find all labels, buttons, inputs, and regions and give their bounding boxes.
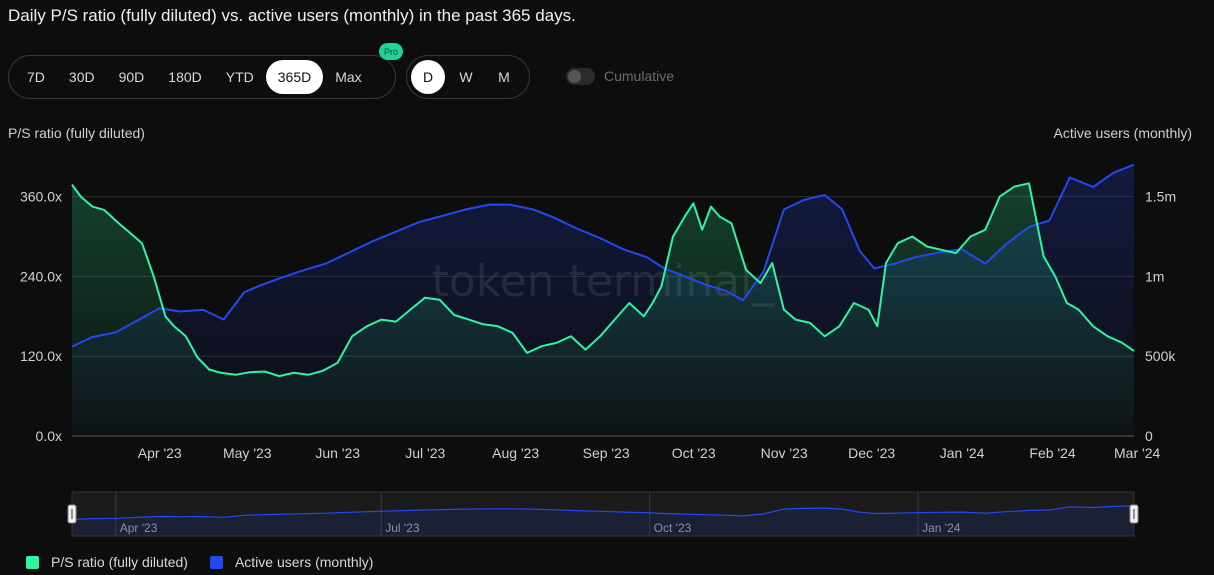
legend-swatch-users — [209, 555, 223, 569]
navigator-tick-label: Oct '23 — [654, 521, 692, 535]
x-tick-label: Feb '24 — [1029, 445, 1075, 461]
navigator-tick-label: Jan '24 — [922, 521, 961, 535]
granularity-button-d[interactable]: D — [411, 60, 445, 94]
range-button-90d[interactable]: 90D — [118, 69, 145, 85]
granularity-button-w[interactable]: W — [459, 69, 473, 85]
legend-label-ps: P/S ratio (fully diluted) — [51, 554, 188, 570]
range-button-ytd[interactable]: YTD — [225, 69, 254, 85]
navigator-series-line — [71, 505, 1135, 520]
legend: P/S ratio (fully diluted) Active users (… — [26, 554, 395, 570]
navigator-tick-label: Apr '23 — [120, 521, 158, 535]
left-tick-label: 240.0x — [20, 268, 62, 284]
legend-item-users[interactable]: Active users (monthly) — [209, 554, 374, 570]
left-tick-label: 0.0x — [36, 428, 62, 444]
x-tick-label: Jul '23 — [405, 445, 445, 461]
x-tick-label: Dec '23 — [848, 445, 895, 461]
x-tick-label: Jan '24 — [940, 445, 985, 461]
left-tick-label: 360.0x — [20, 189, 62, 205]
range-button-7d[interactable]: 7D — [27, 69, 45, 85]
legend-item-ps[interactable]: P/S ratio (fully diluted) — [26, 554, 188, 570]
right-tick-label: 1.5m — [1145, 189, 1176, 205]
navigator[interactable] — [71, 491, 1135, 537]
pro-badge: Pro — [379, 43, 403, 60]
x-tick-label: Mar '24 — [1114, 445, 1160, 461]
legend-label-users: Active users (monthly) — [234, 554, 374, 570]
right-tick-label: 1m — [1145, 268, 1164, 284]
range-button-30d[interactable]: 30D — [68, 69, 95, 85]
granularity-button-m[interactable]: M — [498, 69, 510, 85]
right-axis-title: Active users (monthly) — [1053, 125, 1192, 141]
cumulative-label: Cumulative — [604, 68, 675, 84]
left-tick-label: 120.0x — [20, 348, 62, 364]
x-tick-label: Jun '23 — [315, 445, 360, 461]
x-tick-label: Apr '23 — [138, 445, 182, 461]
x-tick-label: Sep '23 — [583, 445, 630, 461]
cumulative-toggle[interactable] — [566, 68, 595, 85]
page-title: Daily P/S ratio (fully diluted) vs. acti… — [8, 6, 576, 25]
x-tick-label: Oct '23 — [672, 445, 716, 461]
right-tick-label: 500k — [1145, 348, 1176, 364]
legend-swatch-ps — [26, 555, 39, 569]
x-tick-label: Aug '23 — [492, 445, 539, 461]
range-button-365d[interactable]: 365D — [265, 60, 324, 94]
x-tick-label: May '23 — [223, 445, 272, 461]
left-axis-title: P/S ratio (fully diluted) — [8, 125, 145, 141]
x-tick-label: Nov '23 — [761, 445, 808, 461]
right-tick-label: 0 — [1145, 428, 1153, 444]
series-line-active-users — [71, 163, 1135, 348]
navigator-tick-label: Jul '23 — [385, 521, 420, 535]
series-line-ps-ratio — [71, 182, 1135, 378]
time-range-selector: 7D 30D 90D 180D YTD 365D Max — [8, 55, 396, 99]
toggle-knob — [568, 70, 581, 83]
range-button-180d[interactable]: 180D — [168, 69, 202, 85]
ps-area — [72, 183, 1134, 436]
range-button-max[interactable]: Max — [335, 69, 362, 85]
